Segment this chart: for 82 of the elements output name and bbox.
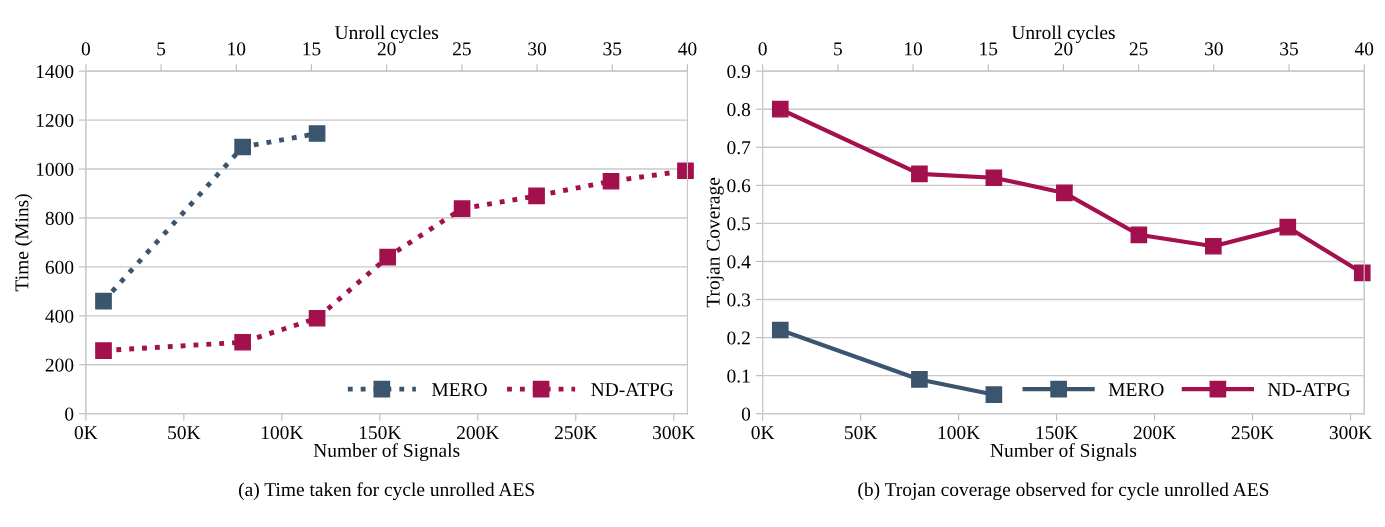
x-tick-label: 0K <box>74 426 98 440</box>
y-tick-label: 400 <box>45 309 74 323</box>
point <box>1056 184 1073 202</box>
x2-tick-label: 30 <box>528 42 547 56</box>
x-tick-label: 100K <box>261 426 304 440</box>
point <box>1130 226 1148 244</box>
point <box>771 100 789 118</box>
point <box>1205 237 1222 255</box>
x-tick-label: 300K <box>1329 426 1372 440</box>
y-axis-title: Time (Mins) <box>14 194 33 292</box>
y-tick-label: 0.1 <box>727 369 750 383</box>
point <box>234 333 251 351</box>
point <box>602 172 620 190</box>
legend-label: ND-ATPG <box>591 383 674 397</box>
x-tick-label: 50K <box>168 426 201 440</box>
point <box>528 187 545 205</box>
text: (b) Trojan coverage observed for cycle unrolled AES <box>858 482 1269 501</box>
point <box>771 321 789 339</box>
x2-tick-label: 35 <box>1280 42 1298 56</box>
x2-tick-label: 20 <box>377 42 396 56</box>
x-tick-label: 300K <box>653 426 696 440</box>
x2-tick-label: 40 <box>678 42 697 56</box>
x2-tick-label: 0 <box>758 42 767 56</box>
x-tick-label: 100K <box>938 426 980 440</box>
x2-tick-label: 10 <box>905 42 923 56</box>
x2-tick-label: 35 <box>603 42 622 56</box>
y-tick-label: 0.7 <box>727 141 751 155</box>
y-tick-label: 1000 <box>36 162 74 176</box>
x-tick-label: 250K <box>555 426 598 440</box>
x-tick-label: 200K <box>1133 426 1176 440</box>
x2-tick-label: 40 <box>1354 42 1374 56</box>
x2-tick-label: 5 <box>157 42 166 56</box>
x2-tick-label: 30 <box>1205 42 1223 56</box>
point <box>985 386 1003 403</box>
x-axis-title: Number of Signals <box>990 443 1137 462</box>
y-tick-label: 0 <box>65 407 74 421</box>
y-tick-label: 0.4 <box>727 255 751 269</box>
y-tick-label: 0.6 <box>727 179 751 193</box>
point <box>985 169 1003 187</box>
y-tick-label: 0.3 <box>727 293 751 307</box>
point <box>911 371 928 388</box>
legend-label: ND-ATPG <box>1268 383 1351 397</box>
point <box>677 162 694 180</box>
y-tick-label: 0 <box>741 407 751 421</box>
x-tick-label: 200K <box>457 426 500 440</box>
x-tick-label: 50K <box>845 426 878 440</box>
x-tick-label: 150K <box>359 426 402 440</box>
legend-label: MERO <box>431 383 487 397</box>
legend-label: MERO <box>1108 383 1164 397</box>
point <box>308 125 326 142</box>
x2-tick-label: 15 <box>980 42 998 56</box>
x2-tick-label: 5 <box>834 42 842 56</box>
point <box>95 292 112 310</box>
y-tick-label: 1400 <box>36 64 74 79</box>
y-axis-title: Trojan Coverage <box>706 177 724 308</box>
x-axis-title: Number of Signals <box>313 443 460 462</box>
point <box>911 165 928 183</box>
x-tick-label: 150K <box>1036 426 1078 440</box>
x-tick-label: 250K <box>1231 426 1274 440</box>
point <box>234 138 251 156</box>
x2-tick-label: 20 <box>1054 42 1073 56</box>
x2-tick-label: 0 <box>81 42 90 56</box>
y-tick-label: 200 <box>45 358 74 372</box>
x2-tick-label: 25 <box>1129 42 1148 56</box>
x-tick-label: 0K <box>751 426 775 440</box>
x2-tick-label: 15 <box>303 42 321 56</box>
y-tick-label: 1200 <box>36 113 74 128</box>
y-tick-label: 600 <box>45 260 74 274</box>
point <box>1279 218 1297 236</box>
x2-tick-label: 25 <box>452 42 471 56</box>
point <box>1353 264 1371 282</box>
point <box>95 342 112 359</box>
y-tick-label: 800 <box>45 211 74 225</box>
point <box>453 200 471 217</box>
text: (a) Time taken for cycle unrolled AES <box>239 482 534 501</box>
point <box>308 309 326 327</box>
x2-tick-label: 10 <box>228 42 246 56</box>
y-tick-label: 0.8 <box>727 103 751 117</box>
y-tick-label: 0.5 <box>727 217 751 231</box>
point <box>379 248 396 266</box>
y-tick-label: 0.9 <box>727 64 751 79</box>
y-tick-label: 0.2 <box>727 331 750 345</box>
